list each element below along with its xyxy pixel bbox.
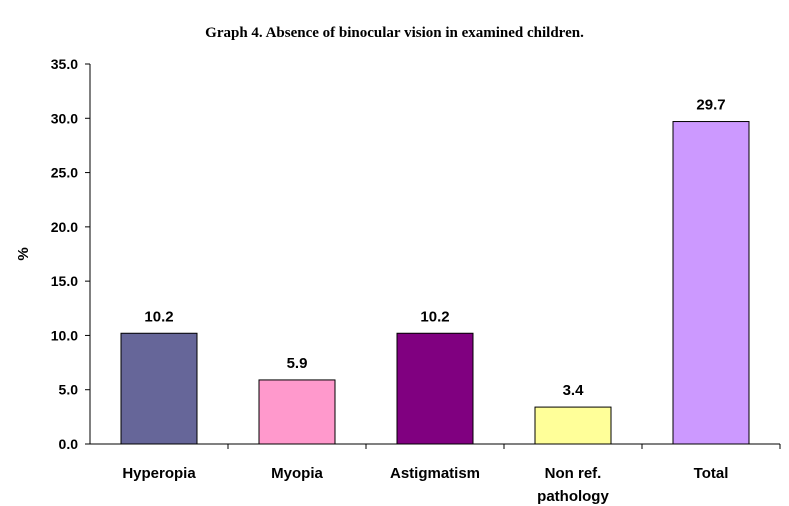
y-tick-label: 15.0: [51, 273, 78, 289]
x-tick-label: Total: [694, 465, 729, 482]
bar: [673, 122, 749, 444]
data-label: 10.2: [144, 308, 173, 325]
y-tick-label: 35.0: [51, 56, 78, 72]
x-tick-label: Astigmatism: [390, 465, 480, 482]
x-tick-label: Myopia: [271, 465, 323, 482]
y-axis-label: %: [15, 247, 32, 260]
x-tick-label: pathology: [537, 488, 609, 505]
bar: [397, 333, 473, 444]
bar: [535, 407, 611, 444]
y-tick-label: 20.0: [51, 219, 78, 235]
y-tick-label: 25.0: [51, 165, 78, 181]
data-label: 10.2: [420, 308, 449, 325]
data-label: 5.9: [287, 355, 308, 372]
y-tick-label: 30.0: [51, 110, 78, 126]
y-tick-label: 10.0: [51, 327, 78, 343]
y-tick-label: 0.0: [59, 436, 79, 452]
bar: [121, 333, 197, 444]
x-tick-label: Non ref.: [545, 465, 602, 482]
data-label: 29.7: [696, 97, 725, 114]
data-label: 3.4: [563, 382, 585, 399]
chart-plot: 0.0 5.0 10.0 15.0 20.0 25.0 30.0 35.0% 10.2 Hyper…: [0, 0, 789, 506]
x-tick-label: Hyperopia: [122, 465, 196, 482]
chart: Graph 4. Absence of binocular vision in …: [0, 0, 789, 506]
bar: [259, 380, 335, 444]
y-tick-label: 5.0: [59, 382, 79, 398]
